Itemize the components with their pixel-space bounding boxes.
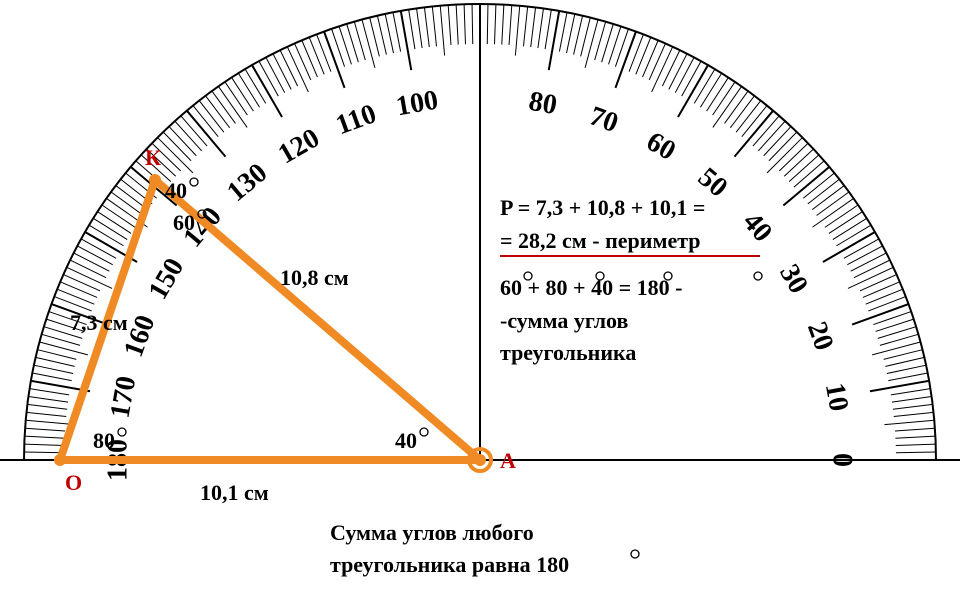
angle-K-outer-degree-ring (190, 178, 198, 186)
triangle-vertex (149, 174, 161, 186)
calc-line5: треугольника (500, 340, 636, 365)
scale-number: 30 (773, 259, 814, 299)
scale-number: 110 (332, 98, 381, 141)
vertex-label-O: О (65, 470, 82, 495)
scale-number: 170 (105, 374, 143, 421)
triangle-vertex (54, 454, 66, 466)
calc-line4: -сумма углов (500, 308, 628, 333)
footer-line2: треугольника равна 180 (330, 552, 569, 577)
scale-number: 60 (641, 126, 681, 167)
calc-line3: 60 + 80 + 40 = 180 - (500, 275, 682, 300)
side-label-OK: 7,3 см (70, 310, 128, 335)
scale-number: 150 (143, 253, 191, 305)
calc-degree-ring-3 (754, 272, 762, 280)
scale-number: 40 (736, 207, 778, 248)
scale-number: 120 (273, 123, 325, 171)
angle-O: 80 (93, 428, 115, 453)
footer-line1: Сумма углов любого (330, 520, 534, 545)
scale-number: 0 (827, 453, 858, 467)
footer-degree-ring (631, 550, 639, 558)
scale-number: 10 (819, 381, 854, 414)
side-label-KA: 10,8 см (280, 265, 349, 290)
scale-number: 130 (221, 157, 273, 208)
angle-K-outer: 40 (165, 178, 187, 203)
calc-line2: = 28,2 см - периметр (500, 228, 701, 253)
triangle-vertex (474, 454, 486, 466)
scale-number: 80 (526, 86, 559, 121)
side-label-OA: 10,1 см (200, 480, 269, 505)
vertex-label-A: А (500, 448, 516, 473)
scale-number: 20 (801, 318, 840, 355)
calc-line1: P = 7,3 + 10,8 + 10,1 = (500, 195, 705, 220)
angle-O-degree-ring (118, 428, 126, 436)
angle-A: 40 (395, 428, 417, 453)
angle-A-degree-ring (420, 428, 428, 436)
angle-K-inner: 60 (173, 210, 195, 235)
vertex-label-K: К (145, 145, 161, 170)
scale-number: 70 (585, 100, 622, 139)
scale-number: 100 (394, 85, 441, 123)
